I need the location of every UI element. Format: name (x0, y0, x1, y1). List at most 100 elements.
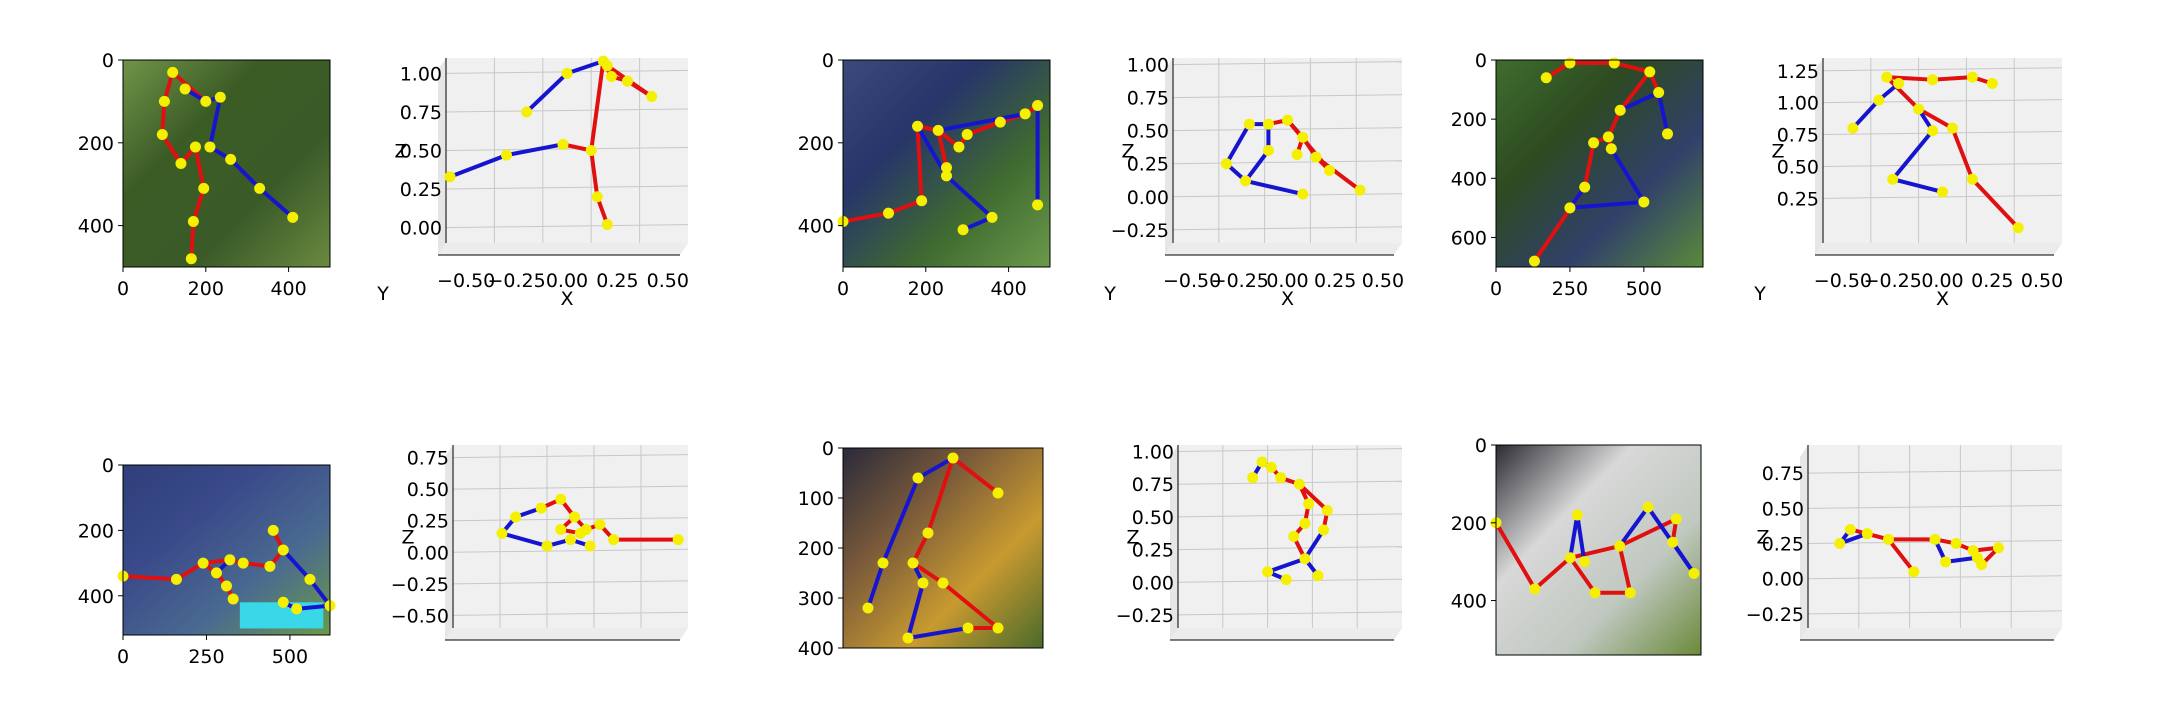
grid-line (1822, 162, 2063, 167)
grid-line (445, 224, 689, 229)
limb-blue-3-3 (1243, 148, 1271, 183)
x-tick-label: −0.25 (1211, 270, 1269, 292)
joint-point-5-4 (1927, 74, 1939, 86)
joint-point-3-11 (1323, 164, 1335, 176)
z-axis-label: Z (1121, 141, 1134, 163)
joint-point-4-0 (1540, 72, 1552, 84)
joint-point-0-0 (167, 66, 179, 78)
y-tick-label: 300 (798, 588, 834, 610)
z-tick-label: 0.75 (1127, 88, 1169, 110)
joint-point-1-4 (591, 191, 603, 203)
joint-point-4-10 (1528, 255, 1540, 267)
limb-blue-4-0 (1656, 90, 1670, 136)
joint-point-7-4 (568, 511, 580, 523)
joint-point-6-5 (224, 554, 236, 566)
axes-frame (122, 59, 331, 268)
grid-line (1807, 575, 2063, 580)
limb-red-4-7 (1582, 140, 1596, 190)
joint-point-5-0 (1847, 122, 1859, 134)
joint-point-11-6 (1950, 538, 1962, 550)
joint-point-3-0 (1220, 158, 1232, 170)
axes-frame (842, 59, 1051, 268)
limb-red-1-1 (589, 148, 600, 199)
joint-point-3-2 (1262, 118, 1274, 130)
joint-point-9-6 (1299, 517, 1311, 529)
joint-point-5-5 (1966, 71, 1978, 83)
z-tick-label: 0.25 (400, 179, 442, 201)
limb-blue-4-2 (1609, 146, 1646, 204)
joint-point-2-9 (1019, 108, 1031, 120)
joint-point-3-1 (1243, 118, 1255, 130)
joint-point-4-3 (1644, 66, 1656, 78)
y-tick-label: 200 (1451, 109, 1487, 131)
limb-red-8-4 (941, 581, 1000, 630)
z-tick-label: 0.75 (407, 448, 449, 470)
y-tick-label: 0 (822, 438, 834, 460)
limb-blue-5-0 (1850, 98, 1881, 131)
z-tick-label: 1.00 (400, 63, 442, 85)
joint-point-9-11 (1280, 574, 1292, 586)
limb-red-0-4 (193, 144, 206, 191)
image-panel-4: 0 200 400 600 0 250 500 (1451, 50, 1704, 300)
joint-point-8-9 (962, 622, 974, 634)
joint-point-1-12 (601, 60, 613, 72)
joint-point-10-8 (1642, 501, 1654, 513)
joint-point-11-4 (1908, 566, 1920, 578)
joint-point-5-7 (1913, 103, 1925, 115)
joint-point-9-0 (1247, 472, 1259, 484)
joint-point-5-9 (1946, 122, 1958, 134)
z-tick-label: 0.25 (407, 511, 449, 533)
limb-red-10-2 (1568, 544, 1622, 560)
grid-line (1807, 610, 2063, 615)
grid-line (1177, 448, 1403, 453)
joint-point-3-4 (1297, 131, 1309, 143)
joint-point-0-9 (204, 141, 216, 153)
joint-point-7-9 (541, 540, 553, 552)
y-tick-label: 0 (822, 50, 834, 72)
z-axis-label: Z (1771, 141, 1784, 163)
limb-red-2-1 (886, 198, 924, 216)
z-axis-label: Z (1756, 527, 1769, 549)
joint-point-7-13 (574, 527, 586, 539)
joint-point-6-8 (277, 544, 289, 556)
grid-line (1172, 94, 1403, 99)
joint-point-2-5 (941, 162, 952, 174)
photo-frame (843, 448, 1043, 648)
joint-point-4-11 (1638, 196, 1650, 208)
joint-point-3-7 (1240, 175, 1252, 187)
x-tick-label: 400 (270, 278, 306, 300)
limb-red-1-3 (589, 59, 606, 153)
joint-point-10-2 (1564, 552, 1576, 564)
joint-point-3-3 (1282, 114, 1293, 126)
grid-line (452, 485, 689, 490)
y-tick-label: 400 (798, 638, 834, 660)
limb-red-5-3 (1884, 75, 1921, 112)
photo-frame (1496, 60, 1703, 267)
floor-pane (438, 243, 688, 255)
limb-red-0-1 (160, 99, 167, 137)
y-tick-label: 400 (78, 216, 114, 238)
z-tick-label: 0.00 (1762, 569, 1804, 591)
limb-blue-1-3 (565, 59, 606, 76)
limb-red-4-4 (1618, 69, 1652, 113)
z-tick-label: 0.50 (1777, 156, 1819, 178)
image-panel-10: 0 200 400 (1451, 435, 1702, 656)
image-panel-6: 0 200 400 0 250 500 (78, 455, 336, 668)
joint-point-5-12 (1887, 173, 1899, 185)
limb-red-2-4 (936, 128, 949, 170)
limb-red-4-2 (1612, 60, 1652, 74)
z-tick-label: 0.75 (400, 102, 442, 124)
back-pane (1173, 58, 1402, 243)
x-tick-label: 0.00 (1266, 270, 1308, 292)
limb-blue-5-3 (1890, 128, 1935, 182)
joint-point-4-4 (1653, 87, 1665, 99)
limb-red-5-0 (1884, 75, 1935, 82)
joint-point-6-9 (267, 524, 279, 536)
y-tick-label: 400 (798, 216, 834, 238)
joint-point-7-12 (555, 524, 567, 536)
limb-red-10-6 (1617, 516, 1679, 549)
z-tick-label: 0.25 (1127, 154, 1169, 176)
side-pane (1800, 445, 1808, 640)
joint-point-1-9 (605, 71, 617, 82)
limb-blue-3-5 (1243, 178, 1305, 197)
